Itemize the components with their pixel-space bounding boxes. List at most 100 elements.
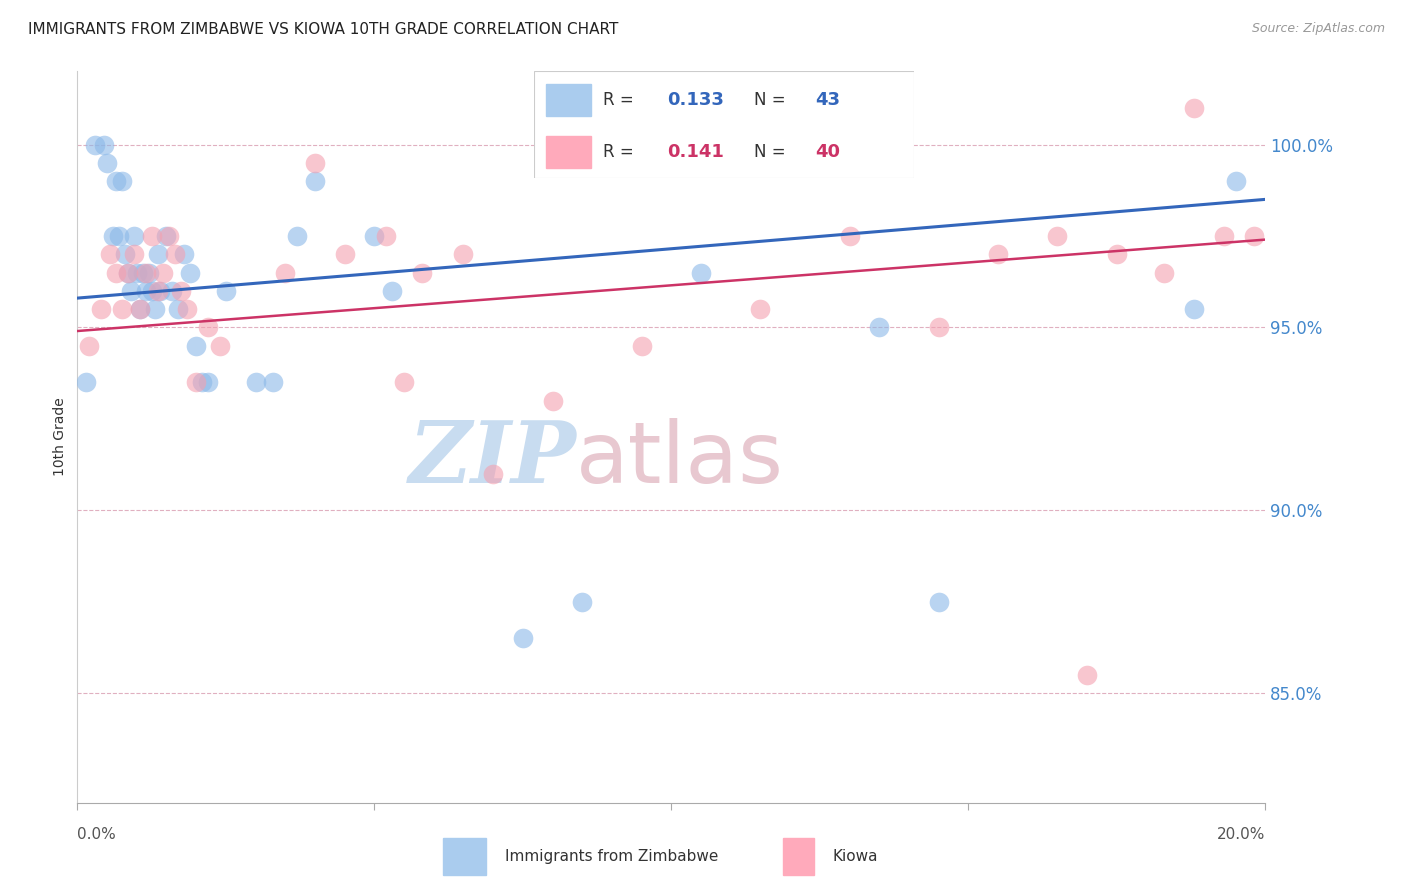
Point bbox=[141, 284, 163, 298]
Point bbox=[167, 302, 190, 317]
Text: Source: ZipAtlas.com: Source: ZipAtlas.com bbox=[1251, 22, 1385, 36]
Point bbox=[141, 229, 163, 244]
Text: 0.133: 0.133 bbox=[666, 91, 724, 109]
FancyBboxPatch shape bbox=[546, 84, 591, 116]
Point bbox=[122, 247, 145, 261]
Point bbox=[690, 266, 713, 280]
FancyBboxPatch shape bbox=[443, 838, 486, 875]
Point bbox=[128, 302, 150, 317]
Point bbox=[928, 595, 950, 609]
Point bbox=[1225, 174, 1247, 188]
Point bbox=[262, 376, 284, 390]
Point bbox=[1212, 229, 1234, 244]
Point bbox=[104, 174, 127, 188]
Point bbox=[117, 266, 139, 280]
Text: 20.0%: 20.0% bbox=[1218, 827, 1265, 841]
Point bbox=[128, 302, 150, 317]
Text: ZIP: ZIP bbox=[409, 417, 576, 500]
Point bbox=[155, 229, 177, 244]
Point bbox=[146, 284, 169, 298]
Point bbox=[165, 247, 187, 261]
Point bbox=[197, 320, 219, 334]
Point bbox=[138, 266, 160, 280]
Point bbox=[90, 302, 112, 317]
Point bbox=[176, 302, 198, 317]
Point bbox=[392, 376, 415, 390]
Text: R =: R = bbox=[603, 143, 638, 161]
Point bbox=[1182, 302, 1205, 317]
Text: N =: N = bbox=[755, 143, 792, 161]
Point bbox=[75, 376, 97, 390]
Text: R =: R = bbox=[603, 91, 638, 109]
Point bbox=[381, 284, 404, 298]
Point bbox=[186, 376, 208, 390]
Text: 0.141: 0.141 bbox=[666, 143, 724, 161]
Text: IMMIGRANTS FROM ZIMBABWE VS KIOWA 10TH GRADE CORRELATION CHART: IMMIGRANTS FROM ZIMBABWE VS KIOWA 10TH G… bbox=[28, 22, 619, 37]
Point bbox=[285, 229, 308, 244]
Point bbox=[111, 302, 134, 317]
Point bbox=[77, 339, 100, 353]
Y-axis label: 10th Grade: 10th Grade bbox=[53, 398, 67, 476]
Text: 0.0%: 0.0% bbox=[77, 827, 117, 841]
Point bbox=[208, 339, 231, 353]
Point bbox=[143, 302, 166, 317]
Point bbox=[117, 266, 139, 280]
Point bbox=[84, 137, 107, 152]
Point bbox=[93, 137, 115, 152]
Point bbox=[838, 229, 860, 244]
Point bbox=[375, 229, 398, 244]
Point bbox=[363, 229, 385, 244]
Point bbox=[411, 266, 433, 280]
FancyBboxPatch shape bbox=[783, 838, 814, 875]
Point bbox=[101, 229, 124, 244]
Point bbox=[152, 266, 174, 280]
Point bbox=[111, 174, 134, 188]
Point bbox=[122, 229, 145, 244]
Text: 43: 43 bbox=[815, 91, 841, 109]
Point bbox=[162, 284, 184, 298]
Point bbox=[191, 376, 214, 390]
Point bbox=[1046, 229, 1069, 244]
Point bbox=[245, 376, 267, 390]
Point bbox=[104, 266, 127, 280]
Point bbox=[630, 339, 652, 353]
Point bbox=[333, 247, 356, 261]
Text: N =: N = bbox=[755, 91, 792, 109]
Point bbox=[135, 284, 157, 298]
Point bbox=[868, 320, 890, 334]
Point bbox=[96, 156, 118, 170]
Point bbox=[186, 339, 208, 353]
Point bbox=[1153, 266, 1175, 280]
Point bbox=[108, 229, 131, 244]
Point bbox=[146, 247, 169, 261]
Text: Immigrants from Zimbabwe: Immigrants from Zimbabwe bbox=[505, 849, 718, 863]
Point bbox=[179, 266, 201, 280]
Text: atlas: atlas bbox=[576, 417, 785, 500]
Point bbox=[541, 393, 564, 408]
Point bbox=[304, 156, 326, 170]
Text: 40: 40 bbox=[815, 143, 841, 161]
Point bbox=[304, 174, 326, 188]
Point bbox=[274, 266, 297, 280]
Point bbox=[114, 247, 136, 261]
Point bbox=[987, 247, 1010, 261]
Text: Kiowa: Kiowa bbox=[832, 849, 879, 863]
Point bbox=[482, 467, 505, 481]
Point bbox=[1243, 229, 1265, 244]
Point bbox=[170, 284, 193, 298]
Point bbox=[215, 284, 238, 298]
Point bbox=[149, 284, 172, 298]
Point bbox=[135, 266, 157, 280]
Point bbox=[131, 266, 153, 280]
Point bbox=[571, 595, 593, 609]
Point bbox=[928, 320, 950, 334]
FancyBboxPatch shape bbox=[534, 71, 914, 178]
Point bbox=[197, 376, 219, 390]
Point bbox=[1105, 247, 1128, 261]
Point bbox=[125, 266, 148, 280]
Point bbox=[1076, 668, 1098, 682]
Point bbox=[120, 284, 142, 298]
Point bbox=[98, 247, 121, 261]
Point bbox=[512, 632, 534, 646]
Point bbox=[1182, 101, 1205, 115]
